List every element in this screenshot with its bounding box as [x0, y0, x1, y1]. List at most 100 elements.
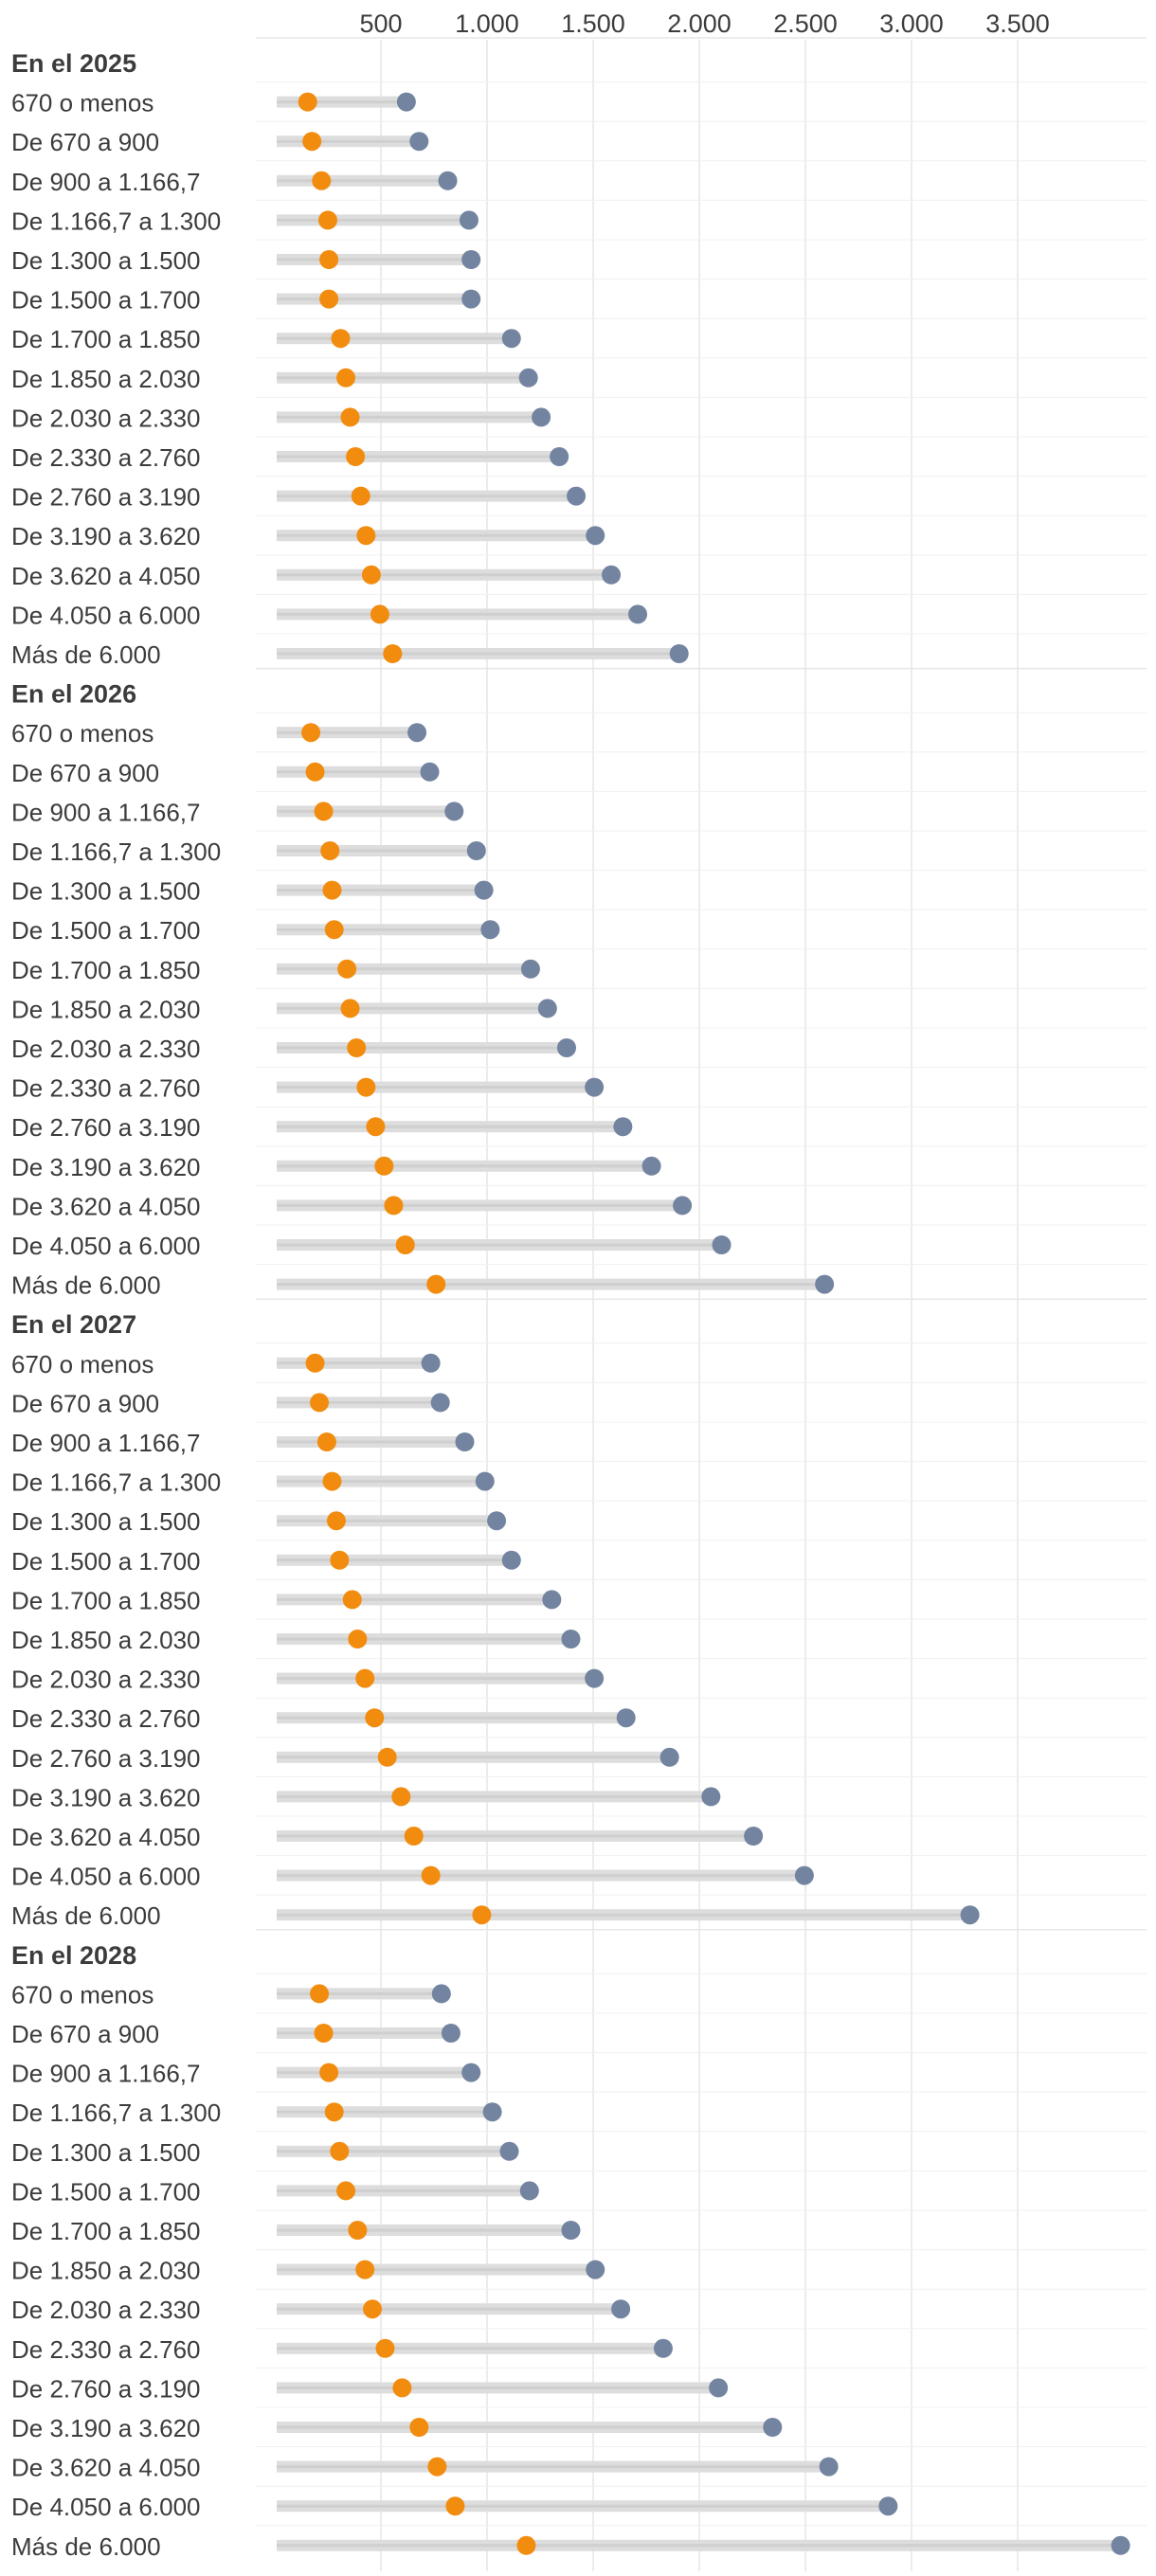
category-label: De 3.190 a 3.620: [11, 1783, 201, 1811]
group-header: En el 2028: [11, 1941, 136, 1970]
low-value-dot: [319, 289, 339, 309]
x-tick-label: 3.000: [879, 9, 944, 38]
high-value-dot: [585, 1077, 605, 1097]
category-label: De 3.190 a 3.620: [11, 1153, 201, 1181]
low-value-dot: [331, 329, 351, 349]
high-value-dot: [409, 132, 429, 152]
category-label: De 2.030 a 2.330: [11, 2296, 201, 2324]
category-label: De 670 a 900: [11, 2020, 159, 2048]
category-label: De 2.030 a 2.330: [11, 1666, 201, 1694]
high-value-dot: [455, 1432, 475, 1451]
low-value-dot: [330, 1550, 350, 1570]
category-label: De 4.050 a 6.000: [11, 1863, 201, 1891]
x-tick-label: 3.500: [985, 9, 1050, 38]
category-label: De 900 a 1.166,7: [11, 168, 201, 196]
low-value-dot: [348, 1630, 368, 1648]
low-value-dot: [330, 2141, 350, 2161]
category-label: De 670 a 900: [11, 128, 159, 156]
low-value-dot: [301, 723, 321, 743]
high-value-dot: [407, 723, 427, 743]
category-label: De 2.760 a 3.190: [11, 2374, 201, 2403]
category-label: De 1.300 a 1.500: [11, 1507, 201, 1536]
category-label: De 1.166,7 a 1.300: [11, 838, 221, 866]
high-value-dot: [561, 2221, 581, 2240]
high-value-dot: [550, 447, 569, 466]
high-value-dot: [701, 1787, 721, 1807]
high-value-dot: [709, 2378, 729, 2398]
high-value-dot: [653, 2338, 673, 2358]
category-label: De 2.760 a 3.190: [11, 483, 201, 512]
high-value-dot: [461, 250, 481, 269]
category-label: De 1.700 a 1.850: [11, 956, 201, 984]
category-label: De 1.166,7 a 1.300: [11, 2099, 221, 2127]
category-label: De 900 a 1.166,7: [11, 798, 201, 826]
low-value-dot: [421, 1865, 441, 1885]
high-value-dot: [420, 762, 440, 782]
high-value-dot: [586, 2260, 605, 2279]
low-value-dot: [395, 1235, 415, 1254]
category-label: 670 o menos: [11, 1350, 154, 1378]
high-value-dot: [819, 2457, 839, 2477]
low-value-dot: [310, 1393, 330, 1413]
category-label: De 3.190 a 3.620: [11, 522, 201, 550]
category-label: De 900 a 1.166,7: [11, 2060, 201, 2088]
category-label: De 1.850 a 2.030: [11, 995, 201, 1023]
low-value-dot: [409, 2418, 429, 2437]
category-label: De 2.030 a 2.330: [11, 404, 201, 432]
high-value-dot: [430, 1393, 450, 1413]
low-value-dot: [516, 2535, 536, 2555]
category-label: De 1.700 a 1.850: [11, 2217, 201, 2245]
low-value-dot: [391, 1787, 411, 1807]
low-value-dot: [324, 2102, 344, 2122]
x-tick-label: 1.000: [455, 9, 519, 38]
category-label: De 3.620 a 4.050: [11, 2454, 201, 2482]
high-value-dot: [628, 604, 648, 624]
low-value-dot: [348, 2221, 368, 2240]
x-tick-label: 2.500: [773, 9, 838, 38]
category-label: De 1.500 a 1.700: [11, 2177, 201, 2206]
category-label: 670 o menos: [11, 1980, 154, 2009]
high-value-dot: [1111, 2535, 1130, 2555]
low-value-dot: [324, 920, 344, 940]
category-label: De 1.300 a 1.500: [11, 877, 201, 906]
high-value-dot: [744, 1827, 764, 1846]
low-value-dot: [374, 1156, 394, 1176]
category-label: De 1.700 a 1.850: [11, 325, 201, 353]
low-value-dot: [370, 604, 389, 624]
category-label: De 1.850 a 2.030: [11, 365, 201, 393]
high-value-dot: [537, 999, 557, 1018]
high-value-dot: [520, 959, 540, 979]
category-label: Más de 6.000: [11, 640, 161, 669]
category-label: De 1.850 a 2.030: [11, 2257, 201, 2285]
high-value-dot: [475, 1471, 495, 1491]
low-value-dot: [340, 407, 360, 427]
low-value-dot: [383, 644, 403, 663]
x-tick-label: 2.000: [667, 9, 732, 38]
x-tick-label: 1.500: [561, 9, 625, 38]
high-value-dot: [616, 1708, 636, 1728]
low-value-dot: [392, 2378, 412, 2398]
category-label: De 1.500 a 1.700: [11, 916, 201, 945]
category-label: Más de 6.000: [11, 2532, 161, 2561]
category-label: De 4.050 a 6.000: [11, 2493, 201, 2521]
category-label: De 1.300 a 1.500: [11, 246, 201, 275]
low-value-dot: [302, 132, 322, 152]
category-label: De 1.700 a 1.850: [11, 1586, 201, 1614]
high-value-dot: [794, 1865, 814, 1885]
high-value-dot: [669, 644, 689, 663]
high-value-dot: [586, 526, 605, 546]
high-value-dot: [673, 1196, 693, 1216]
low-value-dot: [320, 841, 340, 860]
low-value-dot: [312, 171, 332, 190]
low-value-dot: [318, 210, 337, 230]
high-value-dot: [567, 486, 587, 506]
category-label: Más de 6.000: [11, 1901, 161, 1930]
low-value-dot: [365, 1708, 385, 1728]
category-label: De 2.760 a 3.190: [11, 1113, 201, 1142]
low-value-dot: [314, 802, 334, 821]
category-label: De 3.620 a 4.050: [11, 1192, 201, 1220]
high-value-dot: [561, 1630, 581, 1648]
high-value-dot: [518, 368, 538, 387]
category-label: Más de 6.000: [11, 1271, 161, 1300]
